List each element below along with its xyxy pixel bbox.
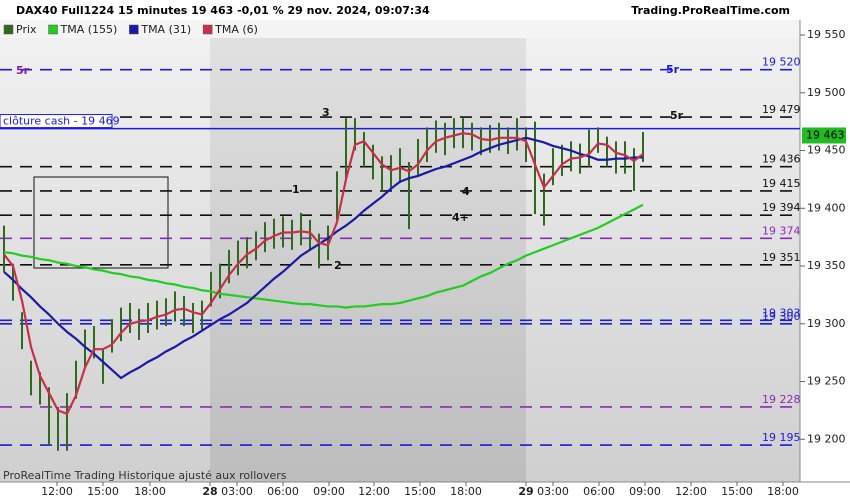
annotation: 4+ [452,211,469,224]
x-tick-label: 03:00 [537,485,569,498]
annotation: 4 [462,185,470,198]
x-tick-label: 09:00 [313,485,345,498]
level-label: 19 351 [762,251,801,264]
level-label: 19 479 [762,103,801,116]
legend-swatch [3,24,14,35]
chart-title: DAX40 Full1224 15 minutes 19 463 -0,01 %… [16,4,430,17]
y-tick-label: 19 500 [807,86,846,99]
x-tick-label: 18:00 [767,485,799,498]
y-tick-label: 19 350 [807,259,846,272]
level-label: 19 415 [762,177,801,190]
y-tick-label: 19 250 [807,375,846,388]
level-label: 19 303 [762,306,801,319]
x-tick-label: 28 [202,485,217,498]
annotation: 5r [16,64,30,77]
x-tick-label: 18:00 [134,485,166,498]
level-label: 19 374 [762,224,801,237]
close-cash-box [0,114,113,129]
legend-label: TMA (155) [60,23,118,36]
legend-bar [0,20,800,38]
legend-swatch [202,24,213,35]
y-tick-label: 19 450 [807,144,846,157]
x-tick-label: 29 [518,485,533,498]
x-tick-label: 12:00 [358,485,390,498]
level-label: 19 228 [762,393,801,406]
annotation: 1 [292,183,300,196]
footer: ProRealTime Trading Historique ajusté au… [3,469,287,482]
y-tick-label: 19 400 [807,201,846,214]
tma-line [3,136,643,380]
close-cash-label: clôture cash - 19 469 [3,115,120,128]
drawn-box [33,176,169,269]
level-label: 19 436 [762,153,801,166]
legend-label: TMA (31) [140,23,191,36]
annotation: 2 [334,259,342,272]
x-tick-label: 15:00 [404,485,436,498]
last-price-label: 19 463 [806,129,845,142]
x-tick-label: 15:00 [87,485,119,498]
x-tick-label: 03:00 [221,485,253,498]
x-tick-label: 15:00 [721,485,753,498]
x-tick-label: 18:00 [450,485,482,498]
legend-label: TMA (6) [214,23,258,36]
tma-line [3,203,644,309]
source: Trading.ProRealTime.com [631,4,790,17]
level-label: 19 195 [762,431,801,444]
y-tick-label: 19 200 [807,432,846,445]
legend-swatch [48,24,58,35]
legend-swatch [129,24,139,35]
level-label: 19 394 [762,201,801,214]
legend-label: Prix [16,23,37,36]
x-tick-label: 06:00 [583,485,615,498]
x-tick-label: 09:00 [629,485,661,498]
x-tick-label: 06:00 [267,485,299,498]
y-tick-label: 19 550 [807,28,846,41]
level-label: 19 300 [762,310,801,323]
x-tick-label: 12:00 [41,485,73,498]
level-label: 19 520 [762,56,801,69]
tma-line [3,132,644,416]
annotation: 3 [322,106,330,119]
x-tick-label: 12:00 [675,485,707,498]
session-shade [210,20,526,482]
last-price-box [802,127,846,144]
y-tick-label: 19 300 [807,317,846,330]
annotation: 5r [670,109,684,122]
annotation: 5r [666,63,680,76]
